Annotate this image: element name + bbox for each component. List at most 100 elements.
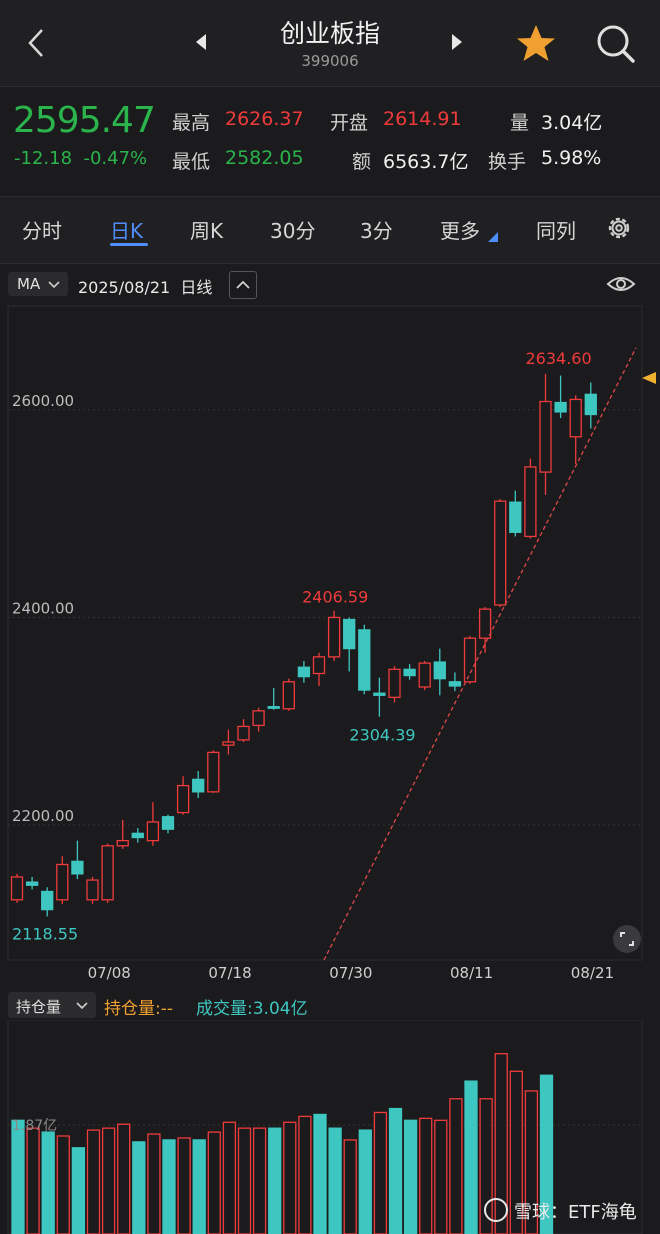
volume-bar [343,1139,357,1234]
tab-peers[interactable]: 同列 [536,219,576,243]
x-tick-label: 07/30 [329,964,372,982]
y-tick-label: 2200.00 [12,807,74,825]
candle [86,879,99,901]
volume-axis-label: 1.87亿 [12,1118,57,1134]
expand-icon [620,932,625,937]
candle [448,681,462,687]
amount-value: 6563.7亿 [383,151,469,173]
hold-selector[interactable]: 持仓量 [8,992,96,1018]
tab-3min[interactable]: 3分 [360,219,393,243]
back-icon[interactable] [22,26,52,60]
candle [569,398,582,438]
eye-icon[interactable] [606,272,636,296]
candle [161,816,175,830]
low-annotation: 2118.55 [12,925,78,944]
volume-bar [524,1090,539,1234]
y-tick-label: 2600.00 [12,392,74,410]
candle [71,860,84,875]
period-tabs [0,196,660,264]
hold-value: 持仓量:-- [104,999,173,1019]
x-tick-label: 08/21 [571,964,614,982]
tab-intraday[interactable]: 分时 [22,219,62,243]
volume-bar [56,1135,70,1234]
fullscreen-button[interactable] [612,924,642,954]
high-label: 最高 [172,112,211,134]
volume-bar [147,1133,161,1234]
candle [343,618,356,650]
candle [373,692,386,696]
volume-value: 3.04亿 [541,112,603,134]
candle [403,668,416,677]
candle [509,501,522,533]
next-icon[interactable] [452,34,462,50]
page-title: 创业板指 [279,19,380,48]
volume-bar [313,1113,327,1234]
volume-bar [373,1111,388,1234]
candle [282,681,295,710]
candle [56,863,69,901]
candle [10,876,24,901]
collapse-button[interactable] [229,271,257,299]
volume-bar [449,1098,463,1234]
volume-bar [177,1137,191,1234]
star-icon[interactable] [514,22,558,66]
volume-bar [132,1141,146,1234]
candle [297,666,311,678]
prev-icon[interactable] [196,34,206,50]
candle [584,393,597,416]
mid-low-annotation: 2304.39 [349,726,415,745]
candle [131,832,144,839]
candle [539,400,552,473]
candle [478,608,492,639]
mid-high-annotation: 2406.59 [302,588,368,607]
trend-line [323,347,637,961]
candle [433,661,446,680]
volume-bar [434,1119,448,1234]
candle [312,656,326,675]
volume-bar [41,1131,55,1234]
candle [327,616,341,658]
candle [267,706,280,709]
turnover-value: 5.98% [541,147,602,169]
volume-readout: 成交量:3.04亿 [196,999,308,1019]
volume-bar [328,1127,342,1234]
candle [237,725,250,741]
volume-bar [71,1147,86,1234]
quote-panel [0,87,660,194]
tab-weekly[interactable]: 周K [190,219,224,243]
low-value: 2582.05 [225,147,304,169]
last-price: 2595.47 [13,100,156,141]
ma-selector[interactable]: MA [8,272,68,296]
volume-bar [494,1053,508,1234]
turnover-label: 换手 [488,151,527,173]
tab-more[interactable]: 更多 [440,219,480,243]
gear-icon[interactable] [604,213,634,243]
tab-daily[interactable]: 日K [110,219,144,243]
candle [222,741,235,746]
candle [176,784,190,814]
candle [554,401,567,413]
candle [41,890,54,911]
chart-date: 2025/08/21 日线 [78,278,213,297]
volume-bar [268,1127,282,1234]
search-icon[interactable] [594,22,638,66]
volume-bar [192,1139,206,1234]
high-annotation: 2634.60 [526,349,592,368]
volume-bar [101,1127,116,1234]
volume-chart[interactable]: 1.87亿 [0,1020,660,1234]
candle [252,710,265,727]
price-change: -12.18 -0.47% [14,148,148,169]
candle [358,629,371,691]
candle [116,839,129,847]
x-tick-label: 08/11 [450,964,493,982]
open-label: 开盘 [330,112,369,134]
stock-code: 399006 [301,52,359,70]
volume-bar [117,1123,131,1234]
tab-30min[interactable]: 30分 [270,219,316,243]
volume-bar [11,1119,25,1234]
candle [524,466,537,538]
watermark: 雪球：ETF海龟 [484,1198,637,1224]
volume-bar [162,1139,176,1234]
candle [146,821,160,842]
kline-chart[interactable]: 2600.00 2400.00 2200.00 2634.60 2406.59 2304.… [0,300,660,990]
